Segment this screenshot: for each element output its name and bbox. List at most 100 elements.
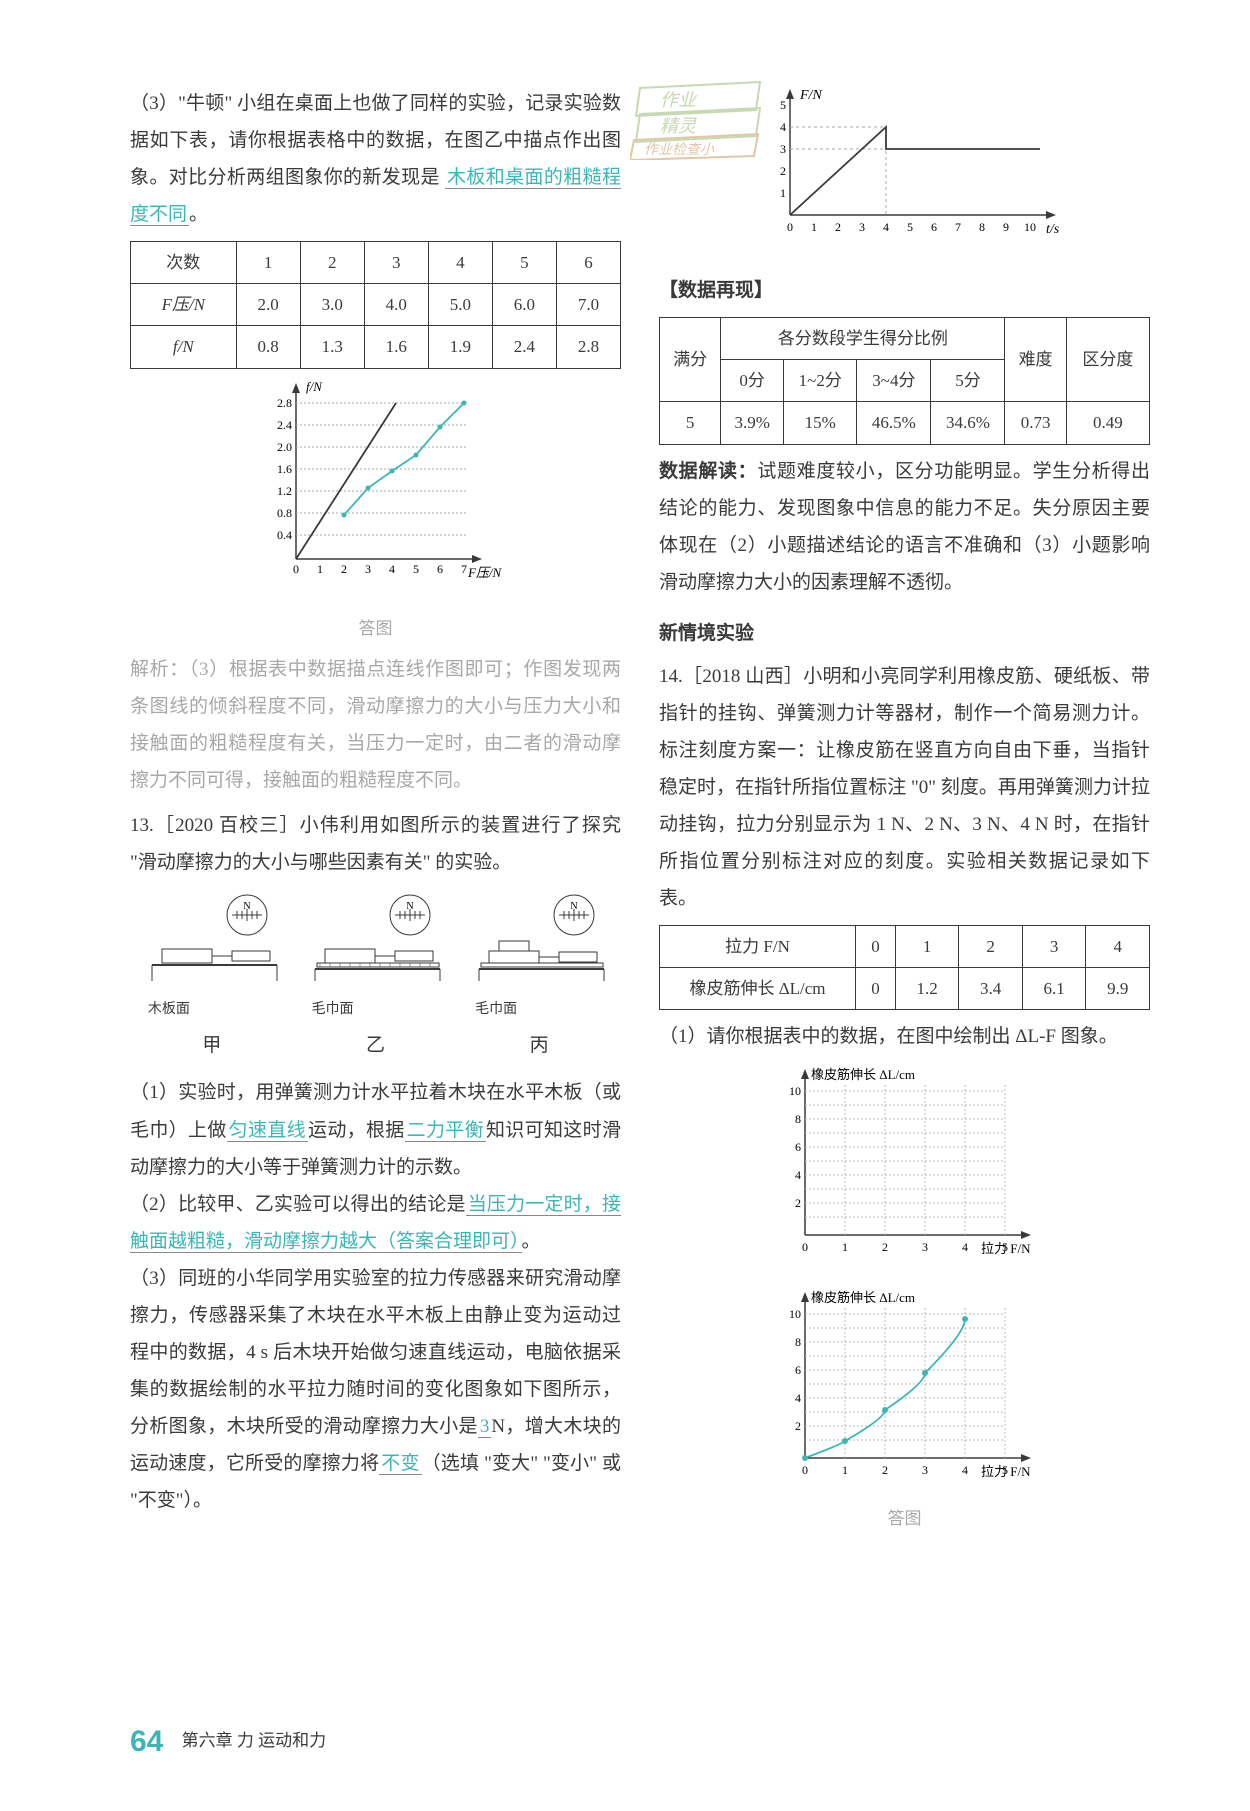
table-score-dist: 满分 各分数段学生得分比例 难度 区分度 0分1~2分3~4分5分 53.9%1…: [659, 317, 1150, 444]
svg-text:9: 9: [1003, 220, 1009, 234]
svg-text:5: 5: [1002, 1463, 1008, 1477]
svg-text:6: 6: [437, 562, 443, 576]
svg-text:6: 6: [795, 1363, 801, 1377]
table-row: F压/N2.03.04.05.06.07.0: [131, 284, 621, 326]
table-row: f/N0.81.31.61.92.42.8: [131, 326, 621, 368]
svg-text:作业检查小: 作业检查小: [644, 142, 715, 158]
svg-text:10: 10: [789, 1307, 801, 1321]
svg-text:橡皮筋伸长 ΔL/cm: 橡皮筋伸长 ΔL/cm: [811, 1290, 915, 1305]
svg-text:4: 4: [795, 1391, 801, 1405]
q13-1: （1）实验时，用弹簧测力计水平拉着木块在水平木板（或毛巾）上做匀速直线运动，根据…: [130, 1074, 621, 1185]
svg-text:2.4: 2.4: [277, 418, 292, 432]
svg-text:N: N: [243, 901, 250, 912]
svg-text:1: 1: [842, 1240, 848, 1254]
q14-1: （1）请你根据表中的数据，在图中绘制出 ΔL-F 图象。: [659, 1018, 1150, 1055]
svg-text:N: N: [571, 901, 578, 912]
chart-dl-f-answer: 橡皮筋伸长 ΔL/cm 拉力 F/N 246810: [659, 1288, 1150, 1534]
svg-text:2: 2: [795, 1196, 801, 1210]
table-row: 满分 各分数段学生得分比例 难度 区分度: [660, 318, 1150, 360]
table-q14: 拉力 F/N01234 橡皮筋伸长 ΔL/cm01.23.46.19.9: [659, 925, 1150, 1010]
svg-text:作业: 作业: [660, 90, 698, 110]
q13-2: （2）比较甲、乙实验可以得出的结论是当压力一定时，接触面越粗糙，滑动摩擦力越大（…: [130, 1186, 621, 1260]
q14-text: 14.［2018 山西］小明和小亮同学利用橡皮筋、硬纸板、带指针的挂钩、弹簧测力…: [659, 658, 1150, 917]
svg-text:N: N: [407, 901, 414, 912]
q13-3: （3）同班的小华同学用实验室的拉力传感器来研究滑动摩擦力，传感器采集了木块在水平…: [130, 1260, 621, 1519]
svg-text:4: 4: [962, 1240, 968, 1254]
svg-text:0: 0: [802, 1463, 808, 1477]
svg-text:F压/N: F压/N: [467, 565, 503, 580]
svg-text:4: 4: [883, 220, 889, 234]
svg-text:f/N: f/N: [306, 379, 323, 394]
svg-text:橡皮筋伸长 ΔL/cm: 橡皮筋伸长 ΔL/cm: [811, 1067, 915, 1082]
svg-text:0.8: 0.8: [277, 506, 292, 520]
svg-text:5: 5: [780, 98, 786, 112]
svg-text:7: 7: [955, 220, 961, 234]
svg-text:1: 1: [317, 562, 323, 576]
svg-text:6: 6: [931, 220, 937, 234]
new-context-heading: 新情境实验: [659, 615, 1150, 652]
table-row: 次数123456: [131, 242, 621, 284]
svg-text:精灵: 精灵: [660, 116, 697, 136]
explanation-text: 解析：（3）根据表中数据描点连线作图即可；作图发现两条图线的倾斜程度不同，滑动摩…: [130, 651, 621, 799]
svg-text:2: 2: [835, 220, 841, 234]
svg-text:2: 2: [882, 1240, 888, 1254]
svg-text:8: 8: [795, 1335, 801, 1349]
data-section-heading: 【数据再现】: [659, 272, 1150, 309]
svg-text:8: 8: [979, 220, 985, 234]
svg-text:0: 0: [787, 220, 793, 234]
svg-text:2.8: 2.8: [277, 396, 292, 410]
svg-text:2: 2: [341, 562, 347, 576]
svg-text:5: 5: [1002, 1240, 1008, 1254]
svg-text:5: 5: [907, 220, 913, 234]
svg-text:F/N: F/N: [799, 88, 822, 103]
svg-text:4: 4: [780, 120, 786, 134]
svg-text:0: 0: [293, 562, 299, 576]
data-read: 数据解读：试题难度较小，区分功能明显。学生分析得出结论的能力、发现图象中信息的能…: [659, 453, 1150, 601]
table-row: 拉力 F/N01234: [660, 926, 1150, 968]
svg-text:2.0: 2.0: [277, 440, 292, 454]
experiment-a-icon: N: [142, 893, 282, 983]
watermark-stamps: 作业 精灵 作业检查小: [630, 80, 770, 173]
svg-text:6: 6: [795, 1140, 801, 1154]
svg-text:3: 3: [859, 220, 865, 234]
svg-text:1: 1: [780, 186, 786, 200]
experiment-figures: N 木板面 N: [130, 893, 621, 1023]
svg-text:0.4: 0.4: [277, 528, 292, 542]
experiment-captions: 甲 乙 丙: [130, 1027, 621, 1064]
svg-text:0: 0: [802, 1240, 808, 1254]
svg-text:1: 1: [842, 1463, 848, 1477]
page-number: 64: [130, 1725, 163, 1758]
chart-dl-f-blank: 橡皮筋伸长 ΔL/cm 拉力 F/N 246810: [659, 1065, 1150, 1278]
chart-caption: 答图: [130, 612, 621, 645]
chapter-title: 第六章 力 运动和力: [182, 1731, 327, 1750]
svg-text:1.2: 1.2: [277, 484, 292, 498]
q13-head: 13.［2020 百校三］小伟利用如图所示的装置进行了探究 "滑动摩擦力的大小与…: [130, 807, 621, 881]
svg-text:1: 1: [811, 220, 817, 234]
svg-text:3: 3: [365, 562, 371, 576]
svg-text:4: 4: [962, 1463, 968, 1477]
svg-text:3: 3: [922, 1240, 928, 1254]
svg-text:10: 10: [1024, 220, 1036, 234]
svg-text:5: 5: [413, 562, 419, 576]
table-row: 橡皮筋伸长 ΔL/cm01.23.46.19.9: [660, 968, 1150, 1010]
svg-text:1.6: 1.6: [277, 462, 292, 476]
svg-text:10: 10: [789, 1084, 801, 1098]
chart-caption: 答图: [659, 1502, 1150, 1535]
page-footer: 64 第六章 力 运动和力: [130, 1713, 326, 1772]
chart-fn-fyan: f/N F压/N 0.4 0.8 1.2 1.6 2.0 2.4 2.8 0: [130, 379, 621, 645]
svg-text:4: 4: [389, 562, 395, 576]
svg-text:2: 2: [882, 1463, 888, 1477]
svg-text:3: 3: [780, 142, 786, 156]
svg-text:2: 2: [780, 164, 786, 178]
experiment-c-icon: N: [469, 893, 609, 983]
svg-text:t/s: t/s: [1046, 222, 1060, 237]
svg-text:3: 3: [922, 1463, 928, 1477]
svg-text:8: 8: [795, 1112, 801, 1126]
table-row: 53.9%15%46.5%34.6%0.730.49: [660, 402, 1150, 444]
svg-text:7: 7: [461, 562, 467, 576]
svg-text:2: 2: [795, 1419, 801, 1433]
svg-text:4: 4: [795, 1168, 801, 1182]
q3-paragraph: （3）"牛顿" 小组在桌面上也做了同样的实验，记录实验数据如下表，请你根据表格中…: [130, 85, 621, 233]
table-q3: 次数123456 F压/N2.03.04.05.06.07.0 f/N0.81.…: [130, 241, 621, 368]
experiment-b-icon: N: [305, 893, 445, 983]
